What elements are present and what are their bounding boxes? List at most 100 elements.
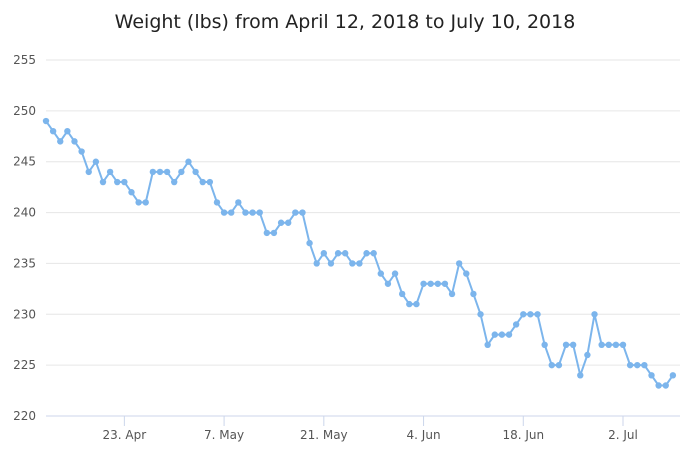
data-point [534, 311, 541, 318]
gridlines [46, 59, 680, 366]
y-tick-label: 235 [13, 256, 36, 270]
data-point [42, 117, 50, 125]
x-axis-labels: 23. Apr 7. May 21. May 4. Jun 18. Jun 2. Jul [103, 428, 638, 442]
x-tick-label: 18. Jun [502, 428, 544, 442]
chart-title: Weight (lbs) from April 12, 2018 to July… [115, 11, 576, 33]
data-point [491, 331, 498, 338]
data-point [448, 290, 456, 298]
data-point [434, 280, 441, 287]
data-point [142, 199, 149, 206]
data-point [484, 341, 491, 348]
data-point [562, 341, 570, 348]
data-point [577, 372, 584, 379]
data-point [334, 250, 342, 257]
data-point [605, 341, 612, 348]
x-tick-label: 4. Jun [407, 428, 441, 442]
x-axis [46, 415, 680, 426]
data-point [591, 311, 598, 318]
data-point [512, 321, 520, 328]
data-point [427, 280, 434, 287]
data-point [349, 260, 356, 267]
data-point [470, 290, 477, 298]
data-point [406, 300, 413, 308]
data-point [320, 250, 328, 257]
data-point [242, 209, 249, 216]
data-point [441, 280, 449, 287]
data-point [356, 260, 363, 267]
data-point [121, 178, 128, 186]
data-point [163, 168, 171, 176]
data-point [327, 260, 335, 267]
data-point [171, 178, 178, 186]
data-point [178, 168, 185, 176]
data-point [71, 138, 78, 145]
data-point [377, 270, 385, 277]
data-point [420, 280, 427, 287]
data-point [584, 351, 591, 359]
data-point [520, 311, 527, 318]
data-point [455, 260, 463, 267]
data-point [199, 178, 206, 186]
data-point [306, 239, 313, 247]
data-point [192, 168, 199, 176]
data-point [78, 148, 85, 155]
y-tick-label: 225 [13, 358, 36, 372]
data-point [99, 178, 107, 186]
data-point [655, 382, 662, 389]
series-line [45, 120, 674, 387]
data-point [498, 331, 506, 338]
data-point [106, 168, 114, 176]
data-point [398, 290, 406, 298]
data-point [85, 168, 92, 176]
data-point [128, 189, 135, 196]
data-point [555, 361, 563, 369]
data-point [277, 219, 285, 226]
data-point [263, 229, 271, 237]
y-tick-label: 240 [13, 206, 36, 220]
data-point [598, 341, 605, 348]
data-point [648, 372, 655, 379]
data-point [285, 219, 292, 226]
data-point [114, 178, 121, 186]
y-tick-label: 250 [13, 104, 36, 118]
data-point [235, 199, 242, 206]
data-point [541, 341, 548, 348]
data-point [135, 199, 142, 206]
data-point [370, 250, 377, 257]
data-point [313, 260, 320, 267]
data-point [505, 331, 513, 338]
data-point [463, 270, 470, 277]
data-point [341, 250, 349, 257]
data-point [292, 209, 299, 216]
data-point [270, 229, 278, 237]
y-tick-label: 245 [13, 155, 36, 169]
data-point [477, 311, 484, 318]
data-point [634, 361, 641, 369]
data-point [619, 341, 627, 348]
data-point [64, 128, 71, 135]
data-point [213, 199, 221, 206]
x-tick-label: 2. Jul [608, 428, 638, 442]
data-point [57, 138, 64, 145]
data-point [49, 128, 57, 135]
data-point [220, 209, 228, 216]
series-weight [42, 117, 677, 389]
data-point [206, 178, 214, 186]
data-point [228, 209, 235, 216]
data-point [527, 311, 534, 318]
y-axis-labels: 220 225 230 235 240 245 250 255 [13, 53, 36, 423]
x-tick-label: 23. Apr [103, 428, 147, 442]
data-point [156, 168, 164, 176]
data-point [669, 372, 677, 379]
data-point [612, 341, 620, 348]
data-point [626, 361, 634, 369]
data-point [185, 158, 192, 165]
data-point [363, 250, 370, 257]
data-point [413, 300, 420, 308]
data-point [149, 168, 157, 176]
data-point [384, 280, 392, 287]
data-point [662, 382, 669, 389]
data-point [641, 361, 648, 369]
